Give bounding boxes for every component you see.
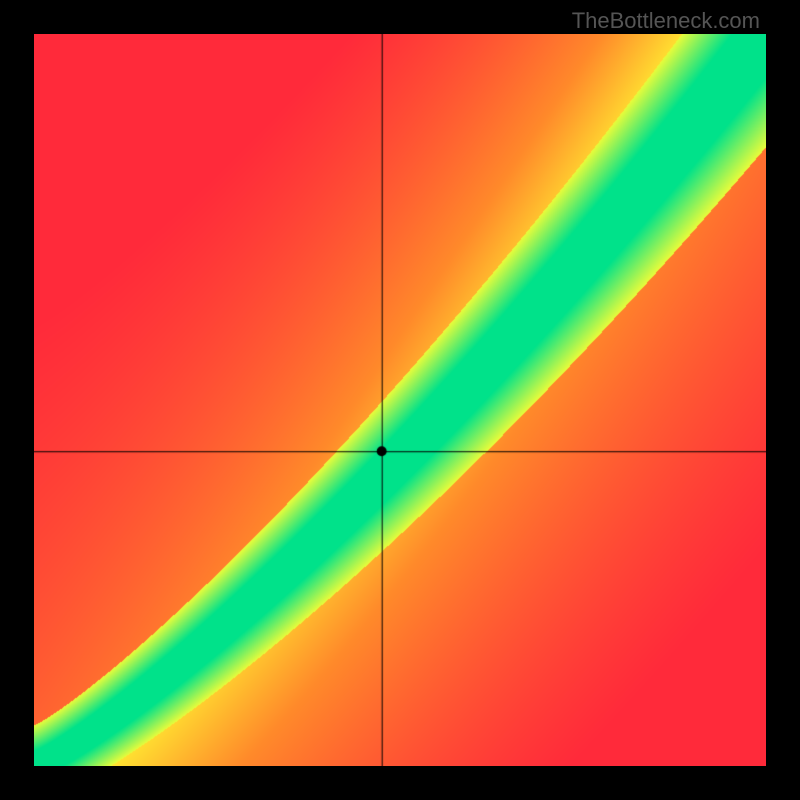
- plot-area: [34, 34, 766, 766]
- watermark-text: TheBottleneck.com: [572, 8, 760, 34]
- heatmap-canvas: [34, 34, 766, 766]
- chart-container: TheBottleneck.com: [0, 0, 800, 800]
